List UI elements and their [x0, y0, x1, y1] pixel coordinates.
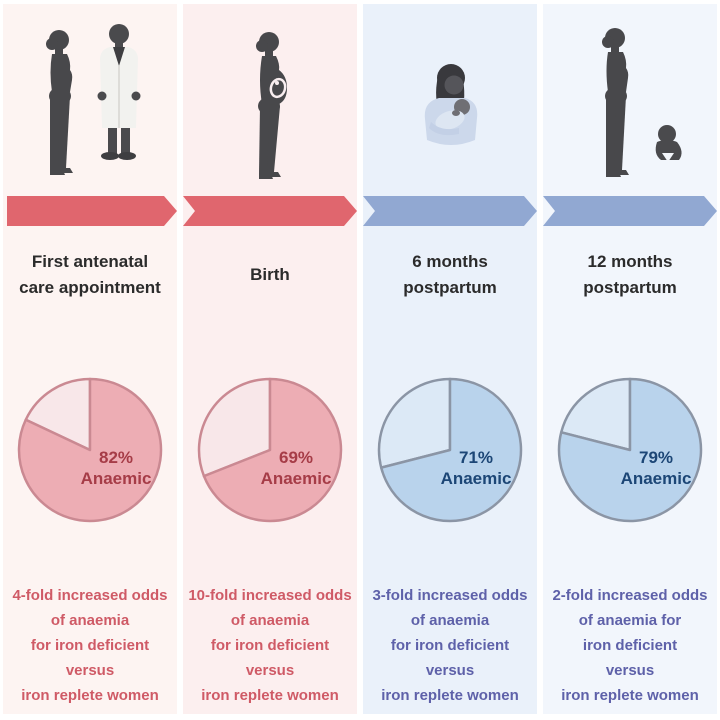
- illustration-pregnant-woman: [183, 4, 357, 196]
- pie-chart-area: 82% Anaemic: [3, 342, 177, 580]
- timeline-arrow: [183, 196, 357, 226]
- woman-silhouette-icon: [46, 30, 73, 175]
- pie-chart: [197, 377, 343, 523]
- pie-chart: [377, 377, 523, 523]
- arrow-right-icon: [3, 196, 177, 226]
- pregnant-woman-silhouette-icon: [256, 32, 287, 179]
- stage-column-birth: Birth 69% Anaemic 10-fold increased odds…: [183, 4, 357, 714]
- woman-silhouette-icon: [602, 28, 629, 177]
- pie-chart-label: 71% Anaemic: [440, 448, 512, 488]
- stage-title: 12 months postpartum: [583, 252, 677, 297]
- pie-chart-label: 79% Anaemic: [620, 448, 692, 488]
- arrow-right-icon: [183, 196, 357, 226]
- pie-chart-area: 69% Anaemic: [183, 342, 357, 580]
- stage-title: First antenatal care appointment: [19, 252, 161, 297]
- odds-statement: 10-fold increased odds of anaemia for ir…: [188, 587, 352, 704]
- pie-chart: [17, 377, 163, 523]
- stage-column-6-months: 6 months postpartum 71% Anaemic 3-fold i…: [363, 4, 537, 714]
- pie-chart-label: 82% Anaemic: [80, 448, 152, 488]
- odds-statement: 4-fold increased odds of anaemia for iro…: [12, 587, 168, 704]
- pie-chart-area: 79% Anaemic: [543, 342, 717, 580]
- timeline-arrow: [363, 196, 537, 226]
- doctor-silhouette-icon: [97, 24, 141, 160]
- illustration-woman-with-baby: [543, 4, 717, 196]
- odds-statement: 2-fold increased odds of anaemia for iro…: [552, 587, 708, 704]
- stage-column-first-antenatal: First antenatal care appointment 82% Ana…: [3, 4, 177, 714]
- timeline-arrow: [543, 196, 717, 226]
- stage-column-12-months: 12 months postpartum 79% Anaemic 2-fold …: [543, 4, 717, 714]
- stage-title: Birth: [250, 265, 290, 284]
- timeline-arrow: [3, 196, 177, 226]
- pie-chart-area: 71% Anaemic: [363, 342, 537, 580]
- arrow-right-icon: [543, 196, 717, 226]
- odds-statement: 3-fold increased odds of anaemia for iro…: [372, 587, 528, 704]
- stage-title: 6 months postpartum: [403, 252, 497, 297]
- mother-nursing-baby-silhouette-icon: [424, 64, 478, 145]
- pie-chart: [557, 377, 703, 523]
- illustration-woman-with-doctor: [3, 4, 177, 196]
- arrow-right-icon: [363, 196, 537, 226]
- illustration-mother-nursing-baby: [363, 4, 537, 196]
- baby-silhouette-icon: [655, 125, 682, 162]
- pie-chart-label: 69% Anaemic: [260, 448, 332, 488]
